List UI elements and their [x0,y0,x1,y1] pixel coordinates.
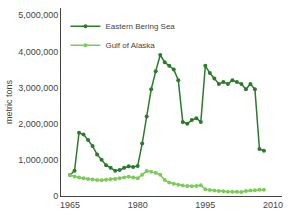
svg-text:3,000,000: 3,000,000 [18,83,58,93]
svg-text:metric tons: metric tons [4,79,14,124]
svg-text:2,000,000: 2,000,000 [18,119,58,129]
svg-text:4,000,000: 4,000,000 [18,47,58,57]
svg-text:5,000,000: 5,000,000 [18,10,58,20]
svg-text:1980: 1980 [128,200,148,210]
svg-text:Gulf of Alaska: Gulf of Alaska [105,41,155,50]
svg-text:1995: 1995 [195,200,215,210]
svg-text:1965: 1965 [60,200,80,210]
svg-text:0: 0 [53,191,58,201]
svg-text:1,000,000: 1,000,000 [18,155,58,165]
svg-text:Eastern Bering Sea: Eastern Bering Sea [105,22,175,31]
svg-text:2010: 2010 [263,200,283,210]
